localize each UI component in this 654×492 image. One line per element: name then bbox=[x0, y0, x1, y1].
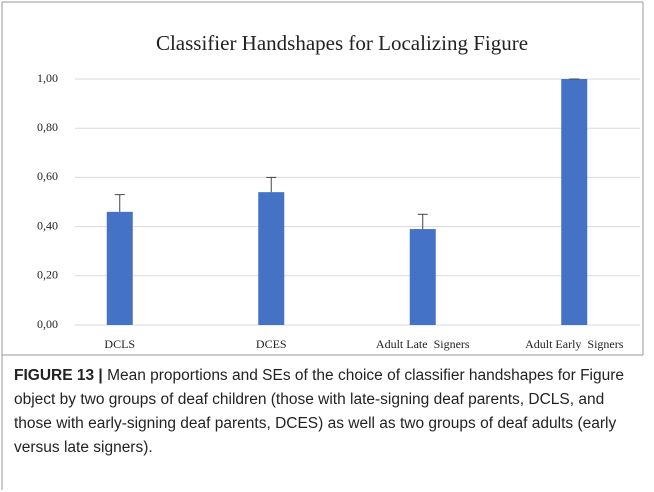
caption-text: Mean proportions and SEs of the choice o… bbox=[14, 367, 625, 456]
y-tick-label: 0,60 bbox=[37, 169, 58, 183]
y-tick-label: 0,20 bbox=[37, 268, 58, 282]
x-tick-label: Adult Late Signers bbox=[376, 337, 470, 351]
y-tick-label: 0,80 bbox=[37, 120, 58, 134]
x-tick-label: Adult Early Signers bbox=[525, 337, 624, 351]
x-tick-label: DCES bbox=[256, 337, 287, 351]
bar bbox=[258, 192, 285, 325]
caption-label: FIGURE 13 | bbox=[14, 367, 103, 384]
chart-title: Classifier Handshapes for Localizing Fig… bbox=[156, 31, 528, 55]
y-tick-label: 1,00 bbox=[37, 71, 58, 85]
caption: FIGURE 13 | Mean proportions and SEs of … bbox=[14, 364, 639, 460]
bar bbox=[561, 79, 588, 325]
x-tick-label: DCLS bbox=[104, 337, 135, 351]
y-tick-label: 0,40 bbox=[37, 218, 58, 232]
y-tick-label: 0,00 bbox=[37, 317, 58, 331]
bar bbox=[409, 229, 436, 325]
bar bbox=[106, 211, 133, 325]
